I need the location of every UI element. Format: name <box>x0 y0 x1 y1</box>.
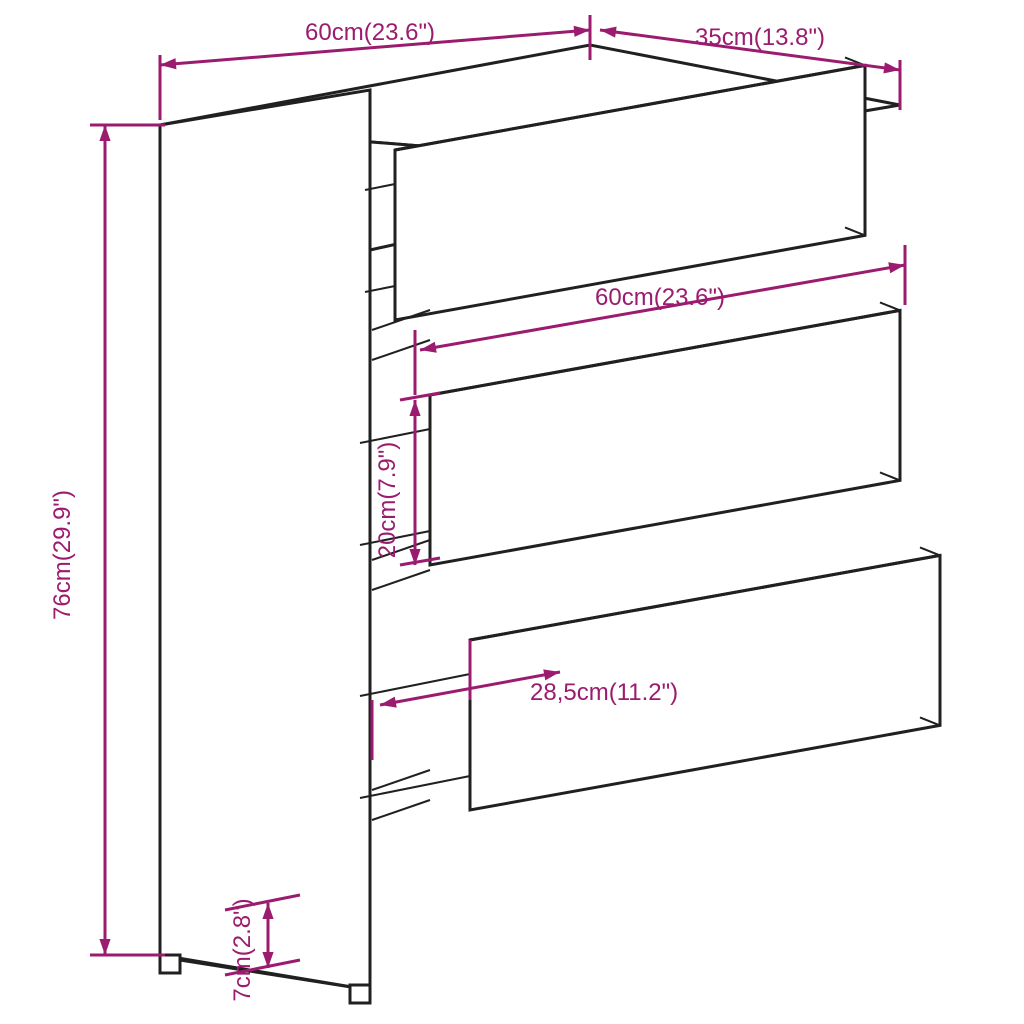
construction-line <box>360 776 470 798</box>
construction-line <box>920 547 940 555</box>
construction-line <box>99 939 110 955</box>
construction-line <box>99 125 110 141</box>
dim-width-top: 60cm(23.6") <box>305 19 435 46</box>
drawer-2-front <box>430 310 900 565</box>
construction-line <box>600 27 617 38</box>
dim-height: 76cm(29.9") <box>49 490 76 620</box>
dim-drawer-width: 60cm(23.6") <box>595 284 725 311</box>
construction-line <box>160 90 370 990</box>
construction-line <box>372 800 430 820</box>
construction-line <box>880 302 900 310</box>
construction-line <box>372 770 430 790</box>
dim-drawer-ext: 28,5cm(11.2") <box>530 679 678 706</box>
construction-line <box>350 985 370 1003</box>
construction-line <box>883 62 900 73</box>
dim-foot-h: 7cm(2.8") <box>229 898 256 1001</box>
construction-line <box>160 955 180 973</box>
construction-line <box>409 400 420 416</box>
construction-line <box>888 262 905 273</box>
dim-drawer-h: 20cm(7.9") <box>374 442 401 559</box>
dim-depth-top: 35cm(13.8") <box>695 24 825 51</box>
construction-line <box>372 570 430 590</box>
